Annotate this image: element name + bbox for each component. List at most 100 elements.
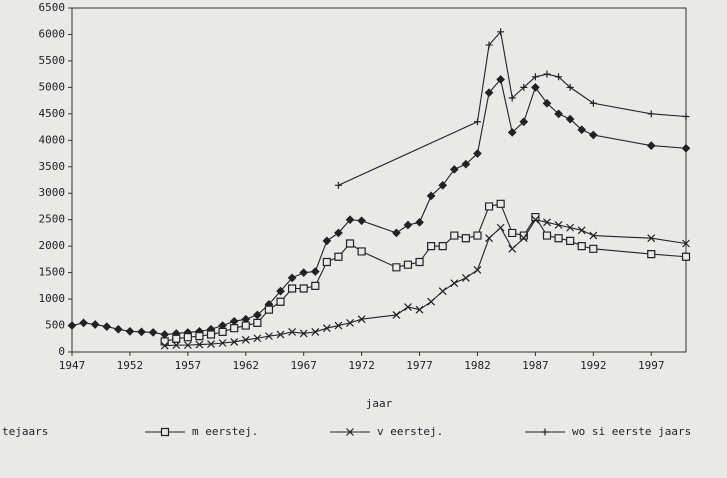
marker [508, 244, 517, 253]
y-tick-label: 1000 [39, 292, 66, 305]
marker [508, 228, 517, 238]
marker [449, 165, 459, 174]
marker [172, 341, 181, 350]
marker [218, 327, 227, 336]
marker [137, 327, 146, 337]
marker [230, 338, 239, 346]
marker [647, 110, 655, 118]
y-tick-label: 3000 [39, 186, 66, 199]
marker [473, 266, 482, 274]
marker [392, 311, 401, 319]
marker [299, 329, 308, 338]
marker [531, 73, 539, 81]
marker [542, 98, 552, 108]
marker [497, 28, 505, 36]
marker [415, 305, 424, 314]
marker [566, 236, 575, 245]
marker [403, 260, 413, 269]
marker [218, 339, 227, 347]
marker [253, 310, 262, 320]
marker [577, 125, 587, 135]
marker [565, 114, 575, 124]
marker [496, 223, 505, 232]
marker [195, 340, 204, 349]
marker [288, 327, 297, 336]
marker [207, 340, 215, 348]
marker [265, 332, 273, 341]
legend-marker [346, 428, 354, 436]
marker [310, 267, 320, 276]
marker [357, 216, 366, 226]
marker [531, 83, 540, 92]
marker [160, 341, 169, 350]
marker [392, 263, 401, 272]
marker [589, 231, 598, 240]
marker [577, 226, 586, 235]
marker [461, 234, 470, 243]
marker [589, 244, 598, 253]
marker [473, 231, 482, 240]
marker [588, 130, 598, 140]
marker [427, 242, 436, 251]
marker [172, 334, 181, 343]
marker [485, 234, 493, 243]
y-tick-label: 5000 [39, 80, 66, 93]
marker [357, 247, 366, 256]
marker [206, 330, 216, 339]
marker [253, 318, 262, 327]
marker [519, 117, 529, 127]
marker [322, 257, 331, 267]
marker [392, 228, 401, 238]
marker [496, 199, 505, 208]
marker [577, 242, 586, 251]
marker [681, 252, 691, 261]
marker [160, 330, 170, 339]
marker [647, 249, 656, 259]
marker [473, 118, 481, 126]
x-tick-label: 1957 [175, 359, 202, 372]
legend-label: wo si eerste jaars [572, 425, 691, 438]
marker [357, 315, 366, 324]
x-tick-label: 1952 [117, 359, 144, 372]
marker [345, 215, 355, 225]
marker [311, 327, 320, 336]
marker [415, 257, 424, 267]
series-line [71, 78, 687, 336]
marker [346, 318, 354, 327]
series-line [338, 30, 687, 186]
marker [461, 273, 470, 282]
marker [334, 228, 343, 238]
x-tick-label: 1947 [59, 359, 86, 372]
marker [264, 305, 274, 314]
x-tick-label: 1997 [638, 359, 665, 372]
legend-label: v eerstej. [377, 425, 443, 438]
marker [148, 328, 158, 337]
marker [287, 273, 297, 283]
marker [438, 287, 447, 296]
marker [403, 220, 413, 230]
plot-frame [71, 7, 687, 353]
marker [450, 279, 459, 288]
y-tick-label: 6500 [39, 1, 66, 14]
marker [415, 217, 424, 227]
marker [566, 83, 574, 91]
y-tick-label: 500 [45, 319, 65, 332]
x-tick-label: 1967 [290, 359, 317, 372]
marker [229, 316, 239, 326]
marker [79, 318, 88, 328]
marker [450, 231, 459, 240]
y-tick-label: 1500 [39, 266, 66, 279]
legend-marker [541, 428, 549, 436]
marker [276, 297, 285, 306]
x-tick-label: 1992 [580, 359, 607, 372]
marker [438, 242, 447, 251]
marker [589, 99, 597, 107]
marker [554, 234, 563, 243]
marker [311, 281, 320, 290]
marker [520, 83, 528, 91]
y-tick-label: 2000 [39, 239, 66, 252]
marker [484, 88, 494, 98]
y-tick-label: 5500 [39, 54, 66, 67]
marker [102, 322, 112, 331]
